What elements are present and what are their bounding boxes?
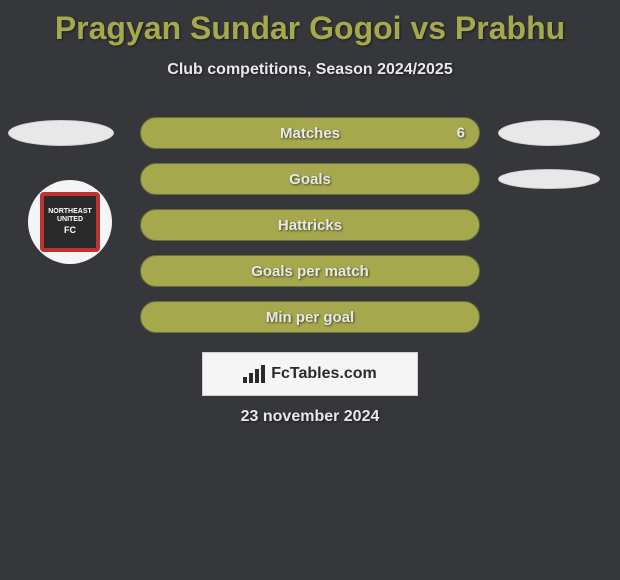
stat-pill: Goals xyxy=(140,163,480,195)
club-line2: UNITED xyxy=(57,216,83,224)
stat-pill: Hattricks xyxy=(140,209,480,241)
comparison-infographic: Pragyan Sundar Gogoi vs Prabhu Club comp… xyxy=(0,0,620,580)
stat-label: Hattricks xyxy=(278,217,342,234)
brand-box: FcTables.com xyxy=(202,352,418,396)
right-oval xyxy=(498,120,600,146)
brand-text: FcTables.com xyxy=(271,365,377,383)
right-oval xyxy=(498,169,600,189)
stat-row: Goals per match xyxy=(0,255,620,287)
stat-row: Matches 6 xyxy=(0,117,620,149)
club-logo-northeast: NORTHEAST UNITED FC xyxy=(40,192,100,252)
club-badge-left: NORTHEAST UNITED FC xyxy=(28,180,112,264)
stat-label: Goals xyxy=(289,171,331,188)
club-fc: FC xyxy=(64,226,76,236)
subtitle: Club competitions, Season 2024/2025 xyxy=(0,61,620,79)
page-title: Pragyan Sundar Gogoi vs Prabhu xyxy=(0,0,620,47)
club-line1: NORTHEAST xyxy=(48,208,92,216)
stat-row: Min per goal xyxy=(0,301,620,333)
stat-pill: Goals per match xyxy=(140,255,480,287)
stat-label: Min per goal xyxy=(266,309,354,326)
stat-pill: Matches 6 xyxy=(140,117,480,149)
bars-icon xyxy=(243,365,265,383)
stat-label: Goals per match xyxy=(251,263,369,280)
date-text: 23 november 2024 xyxy=(0,408,620,426)
stat-label: Matches xyxy=(280,125,340,142)
stat-pill: Min per goal xyxy=(140,301,480,333)
stat-value-right: 6 xyxy=(457,125,465,142)
left-oval xyxy=(8,120,114,146)
